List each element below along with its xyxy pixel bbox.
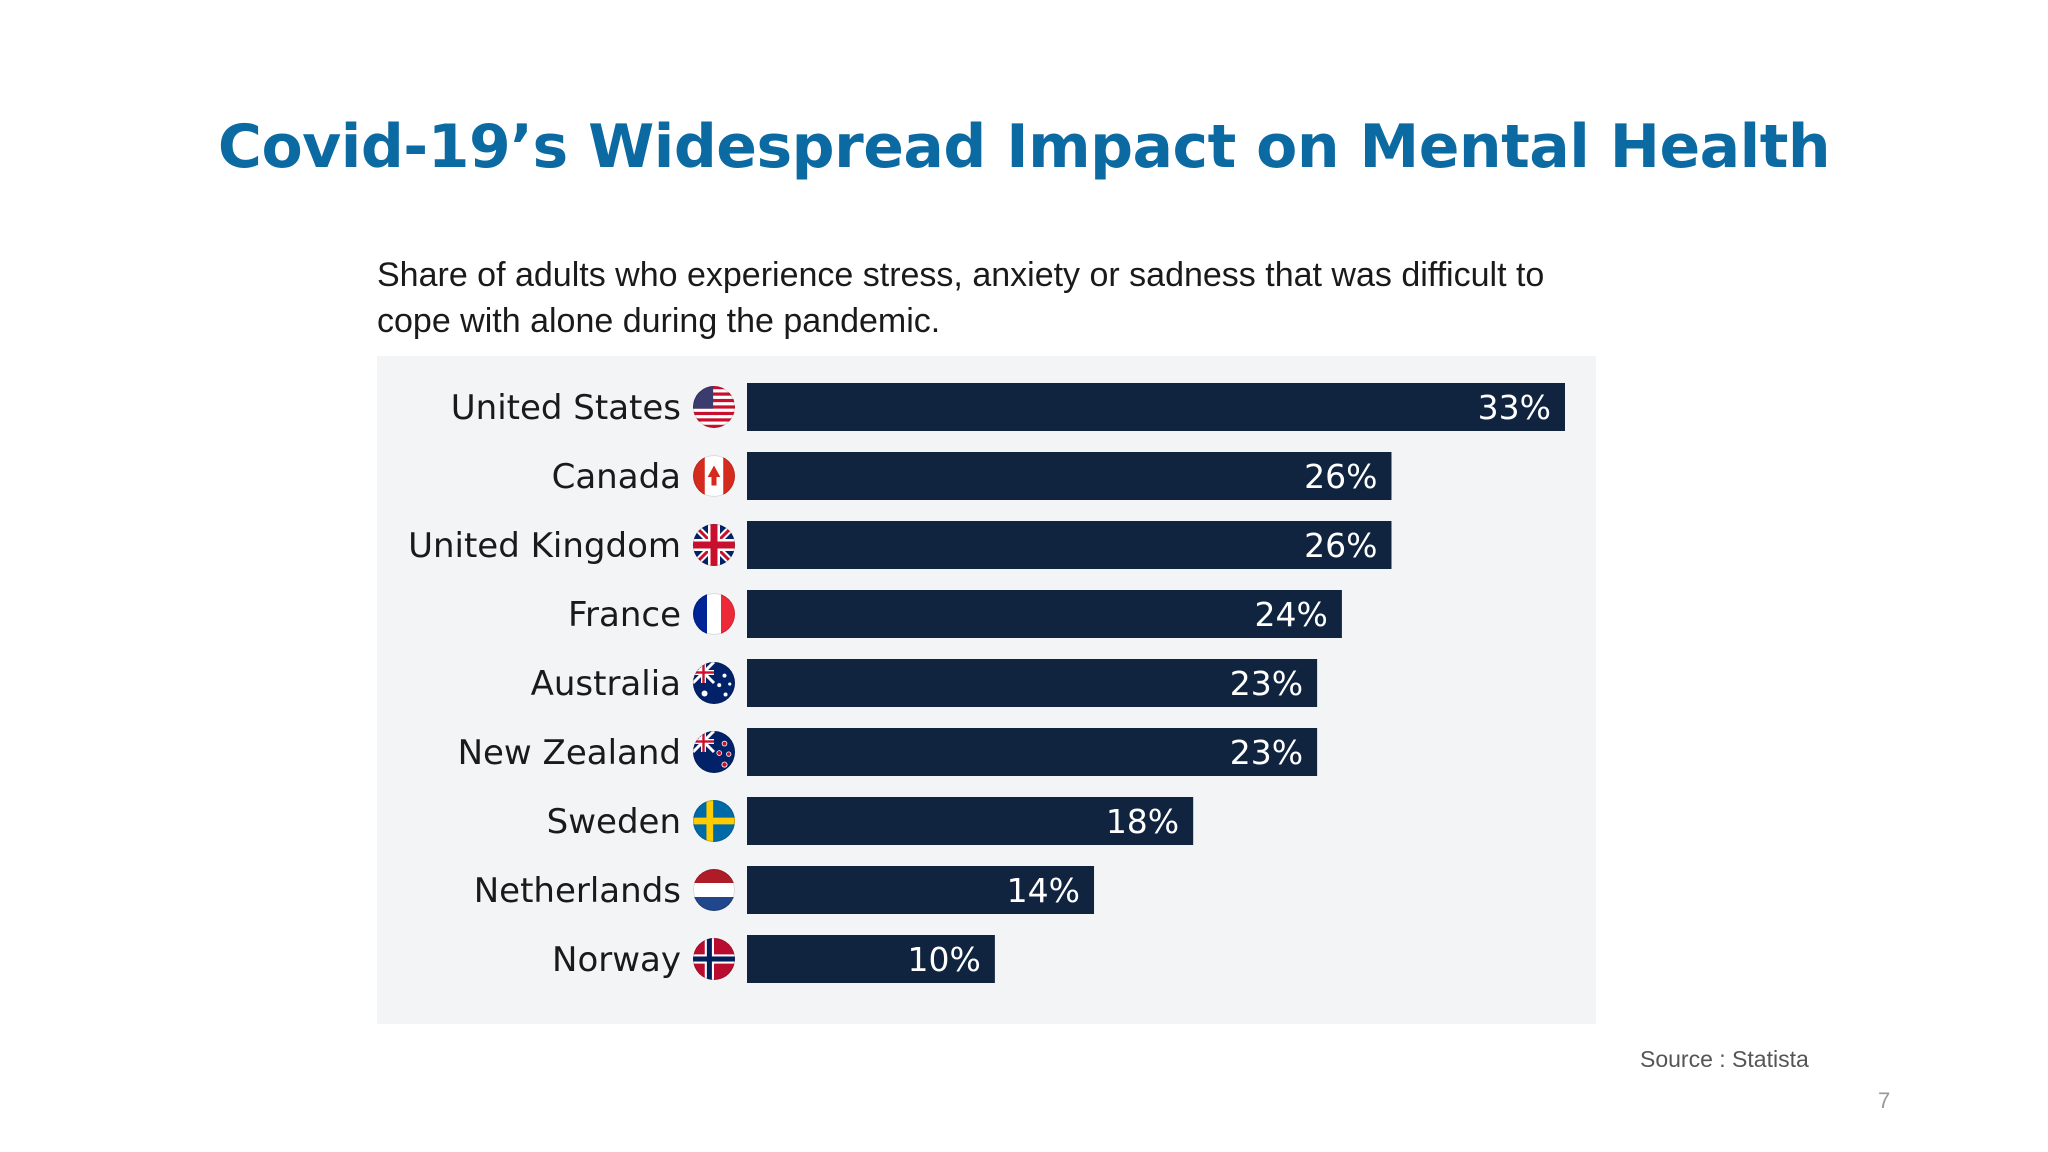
sweden-flag-icon [693, 800, 735, 842]
category-label: Canada [552, 457, 681, 497]
chart-panel: United States 33% Canada 26% United Kingdom 2… [377, 356, 1596, 1024]
bar-value-label: 14% [1007, 871, 1080, 910]
slide-title: Covid-19’s Widespread Impact on Mental H… [217, 112, 1831, 182]
category-label: Australia [531, 664, 681, 704]
us-flag-icon [693, 386, 735, 428]
category-label: Sweden [547, 802, 681, 842]
bar-value-label: 24% [1255, 595, 1328, 634]
bar-value-label: 10% [908, 940, 981, 979]
category-label: United Kingdom [408, 526, 681, 566]
category-label: Netherlands [474, 871, 681, 911]
bar [747, 383, 1565, 431]
bar [747, 866, 1095, 914]
france-flag-icon [693, 593, 735, 635]
new-zealand-flag-icon [693, 731, 735, 773]
bar [747, 521, 1392, 569]
bar [747, 935, 995, 983]
uk-flag-icon [693, 524, 735, 566]
bar [747, 797, 1194, 845]
netherlands-flag-icon [693, 869, 735, 911]
source-note: Source : Statista [1640, 1046, 1809, 1072]
norway-flag-icon [693, 938, 735, 980]
bar [747, 728, 1318, 776]
bar-value-label: 23% [1230, 733, 1303, 772]
canada-flag-icon [693, 455, 735, 497]
bar-value-label: 26% [1304, 526, 1377, 565]
category-label: Norway [552, 940, 681, 980]
category-label: New Zealand [458, 733, 681, 773]
bar [747, 659, 1318, 707]
bar [747, 452, 1392, 500]
category-label: United States [451, 388, 681, 428]
bar [747, 590, 1342, 638]
page-number: 7 [1878, 1088, 1891, 1113]
bar-chart: United States 33% Canada 26% United Kingdom 2… [408, 383, 1565, 983]
bar-value-label: 23% [1230, 664, 1303, 703]
bar-value-label: 18% [1106, 802, 1179, 841]
bar-value-label: 26% [1304, 457, 1377, 496]
australia-flag-icon [693, 662, 735, 704]
bar-value-label: 33% [1478, 388, 1551, 427]
category-label: France [568, 595, 681, 635]
chart-subtitle: Share of adults who experience stress, a… [377, 256, 1545, 340]
